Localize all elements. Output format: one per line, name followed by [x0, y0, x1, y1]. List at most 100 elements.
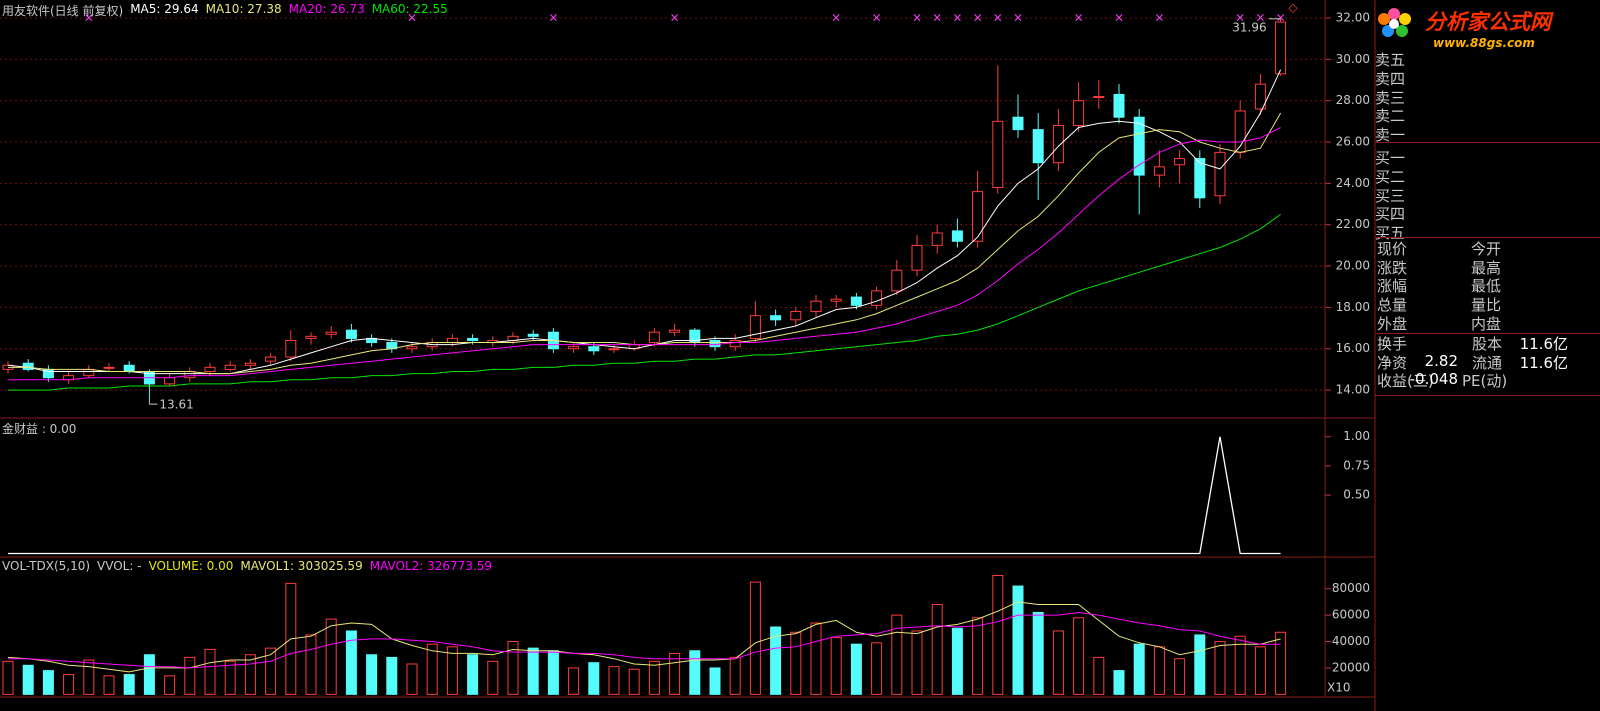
- legend-entry: MA5: 29.64: [130, 2, 199, 16]
- candle-body: [749, 315, 761, 339]
- volume-header: VOL-TDX(5,10) VVOL: - VOLUME: 0.00 MAVOL1: …: [2, 559, 492, 573]
- logo-title: 分析家公式网: [1425, 10, 1551, 34]
- volume-bar: [1032, 611, 1044, 695]
- candle-body: [1254, 83, 1266, 110]
- volume-bar: [184, 656, 196, 695]
- candle-body: [1052, 124, 1064, 164]
- candle-body: [911, 244, 923, 271]
- candle-body: [164, 377, 176, 385]
- volume-bar: [426, 643, 438, 695]
- candle-body: [729, 339, 741, 348]
- volume-bar: [749, 581, 761, 695]
- candle-body: [931, 232, 943, 246]
- y-tick-label: 28.00: [1336, 93, 1370, 107]
- y-tick-label: 30.00: [1336, 52, 1370, 66]
- stat-value: -0.048: [1409, 370, 1458, 388]
- candle-body: [810, 300, 822, 313]
- volume-bar: [850, 643, 862, 695]
- y-tick-label: 80000: [1332, 581, 1370, 595]
- volume-bar: [1214, 641, 1226, 695]
- stat-label: 收益(三): [1377, 372, 1434, 390]
- candle-body: [1093, 96, 1105, 99]
- order-book-label: 买三: [1375, 186, 1406, 205]
- volume-bar: [608, 666, 620, 695]
- candle-body: [406, 346, 418, 350]
- volume-bar: [224, 660, 236, 695]
- quote-label: 现价: [1377, 240, 1408, 258]
- candle-body: [1153, 166, 1165, 176]
- volume-bar: [669, 652, 681, 695]
- candle-body: [608, 348, 620, 351]
- signal-marker: ×: [84, 11, 94, 25]
- y-tick-label: 16.00: [1336, 341, 1370, 355]
- candle-body: [850, 296, 862, 306]
- candle-body: [669, 329, 681, 333]
- y-tick-label: 20000: [1332, 660, 1370, 674]
- candle-body: [305, 335, 317, 339]
- y-tick-label: 0.50: [1343, 488, 1370, 502]
- volume-bar: [1174, 658, 1186, 695]
- signal-marker: ×: [1013, 11, 1023, 25]
- chart-subtitle: VVOL: -: [97, 559, 142, 573]
- y-tick-label: 32.00: [1336, 10, 1370, 24]
- candle-body: [1012, 116, 1024, 131]
- max-label: 31.96: [1232, 20, 1266, 34]
- volume-bar: [1052, 630, 1064, 695]
- stat-value: 11.6亿: [1519, 335, 1568, 353]
- chart-title: VOL-TDX(5,10): [2, 559, 91, 573]
- separator: [1375, 395, 1600, 396]
- volume-ma-line: [7, 601, 1281, 673]
- y-tick-label: 24.00: [1336, 176, 1370, 190]
- candle-body: [951, 230, 963, 242]
- y-tick-label: 20.00: [1336, 259, 1370, 273]
- candle-body: [709, 339, 721, 348]
- volume-bar: [588, 662, 600, 695]
- candle-body: [972, 191, 984, 242]
- volume-bar: [366, 654, 378, 695]
- volume-bar: [345, 630, 357, 695]
- legend-entry: MA10: 27.38: [205, 2, 282, 16]
- signal-marker: ×: [831, 11, 841, 25]
- volume-bar: [467, 654, 479, 695]
- legend-entry: MAVOL1: 303025.59: [240, 559, 363, 573]
- order-book-label: 买一: [1375, 149, 1406, 167]
- order-book-label: 买二: [1375, 167, 1406, 186]
- logo-url: www.88gs.com: [1433, 36, 1535, 50]
- stat-value: 11.6亿: [1519, 353, 1568, 372]
- candle-body: [588, 346, 600, 352]
- volume-bar: [305, 634, 317, 695]
- candle-body: [1174, 158, 1186, 166]
- signal-marker: ×: [1074, 11, 1084, 25]
- order-book-label: 卖四: [1375, 69, 1406, 88]
- quote-label: 总量: [1377, 296, 1408, 315]
- volume-bar: [386, 656, 398, 695]
- quote-label: 最低: [1471, 277, 1502, 296]
- volume-bar: [871, 642, 883, 695]
- volume-bar: [1133, 643, 1145, 695]
- candle-body: [1133, 116, 1145, 176]
- candle-body: [830, 298, 842, 302]
- separator: [1375, 333, 1600, 334]
- signal-marker: ×: [548, 11, 558, 25]
- volume-bar: [265, 647, 277, 695]
- volume-bar: [547, 650, 559, 695]
- volume-bar: [83, 659, 95, 695]
- signal-marker: ×: [1276, 11, 1286, 25]
- candle-body: [446, 337, 458, 344]
- volume-bar: [1073, 617, 1085, 695]
- candle-body: [1194, 158, 1206, 199]
- volume-bar: [830, 637, 842, 695]
- candle-body: [224, 364, 236, 370]
- y-tick-label: 40000: [1332, 634, 1370, 648]
- quote-label: 最高: [1471, 258, 1502, 277]
- candle-body: [1032, 129, 1044, 164]
- volume-bar: [103, 675, 115, 695]
- candle-body: [1113, 93, 1125, 118]
- stat-value: 2.82: [1424, 351, 1458, 370]
- candle-body: [1073, 100, 1085, 126]
- legend-entry: MA60: 22.55: [371, 2, 448, 16]
- candle-body: [467, 337, 479, 341]
- volume-bar: [487, 660, 499, 695]
- chart-title: 用友软件(日线 前复权): [2, 4, 124, 18]
